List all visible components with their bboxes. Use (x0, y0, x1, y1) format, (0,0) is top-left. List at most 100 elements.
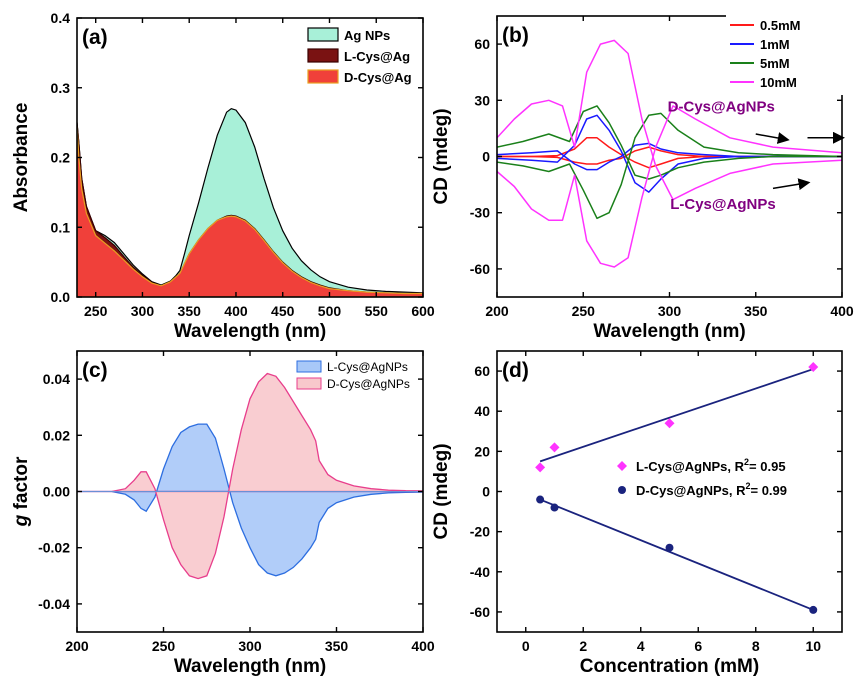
legend-label: L-Cys@AgNPs, R2= 0.95 (636, 457, 786, 474)
legend-swatch (307, 27, 339, 42)
x-tick-label: 200 (485, 303, 509, 319)
legend-label: D-Cys@AgNPs (327, 377, 410, 391)
y-tick-label: -60 (470, 261, 490, 277)
y-tick-label: 30 (474, 92, 490, 108)
point-circle (665, 543, 674, 552)
y-tick-label: 60 (474, 36, 490, 52)
y-tick-label: 20 (474, 443, 490, 459)
fit-line (539, 498, 814, 611)
y-axis-label: CD (mdeg) (431, 443, 452, 539)
area-l-cys-agnps (77, 423, 423, 577)
point-circle (809, 605, 818, 614)
arrow (772, 178, 811, 191)
y-axis-label: Absorbance (11, 103, 32, 213)
line-d-5mM (497, 105, 842, 180)
x-tick-label: 300 (238, 638, 262, 654)
x-tick-label: 0 (522, 638, 530, 654)
y-tick-label: 0.0 (51, 289, 71, 305)
x-tick-label: 250 (152, 638, 176, 654)
x-tick-label: 250 (572, 303, 596, 319)
legend-label: 10mM (760, 75, 797, 90)
legend-marker (617, 461, 627, 471)
line-l-10mM (497, 105, 842, 268)
legend-swatch (296, 360, 322, 373)
annotation: D-Cys@AgNPs (668, 99, 775, 116)
x-tick-label: 350 (325, 638, 349, 654)
legend-label: Ag NPs (344, 28, 390, 43)
y-tick-label: 0.1 (51, 219, 71, 235)
point-circle (536, 495, 545, 504)
x-tick-label: 400 (224, 303, 248, 319)
annotation: L-Cys@AgNPs (670, 196, 775, 213)
area-d-cys-agnps (77, 372, 423, 580)
x-tick-label: 600 (411, 303, 435, 319)
legend-label: 1mM (760, 37, 790, 52)
point-circle (550, 503, 559, 512)
x-tick-label: 2 (579, 638, 587, 654)
panel-label: (b) (502, 24, 529, 47)
x-tick-label: 400 (411, 638, 435, 654)
x-tick-label: 400 (830, 303, 854, 319)
legend-swatch (307, 69, 339, 84)
panel-label: (a) (82, 26, 108, 49)
x-tick-label: 350 (178, 303, 202, 319)
point-diamond (549, 442, 560, 453)
x-tick-label: 300 (658, 303, 682, 319)
legend-label: 5mM (760, 56, 790, 71)
line-l-5mM (497, 112, 842, 220)
line-l-1mM (497, 142, 842, 171)
x-axis-label: Wavelength (nm) (174, 321, 326, 342)
panel-b: 200 250 300 350 400 -60 -30 0 30 60 Wavelength (nm… (431, 13, 854, 342)
x-axis-label: Concentration (mM) (580, 656, 759, 677)
panel-d: 0 2 4 6 8 10 -60 -40 -20 0 20 40 60 Concentration (mM… (431, 350, 843, 677)
point-diamond (664, 418, 675, 429)
y-tick-label: -60 (470, 604, 490, 620)
legend-sup: 2 (744, 457, 749, 467)
panel-label: (d) (502, 359, 529, 382)
y-axis-label: CD (mdeg) (431, 108, 452, 204)
line-d-10mM (497, 39, 842, 201)
y-tick-label: -0.02 (38, 540, 70, 556)
x-tick-label: 550 (365, 303, 389, 319)
x-tick-label: 10 (805, 638, 821, 654)
x-axis-label: Wavelength (nm) (593, 321, 745, 342)
area-d-cys-ag (77, 126, 423, 297)
y-tick-label: -20 (470, 524, 490, 540)
x-tick-label: 200 (65, 638, 89, 654)
y-tick-label: -40 (470, 564, 490, 580)
legend-label: D-Cys@AgNPs, R2= 0.99 (636, 481, 787, 498)
x-tick-label: 8 (752, 638, 760, 654)
legend-r2: = 0.99 (751, 483, 788, 498)
legend-label: D-Cys@Ag (344, 70, 412, 85)
y-tick-label: 0.00 (43, 484, 70, 500)
legend-label: L-Cys@AgNPs (327, 360, 408, 374)
panel-a: 250 300 350 400 450 500 550 600 0.0 0.1 0.2 0.3 0.4 W… (11, 10, 435, 342)
y-tick-label: 0 (482, 149, 490, 165)
point-diamond (808, 362, 819, 373)
y-tick-label: -30 (470, 205, 490, 221)
x-tick-label: 500 (318, 303, 342, 319)
panel-c: 200 250 300 350 400 -0.04 -0.02 0.00 0.02 0.04 Wav… (11, 350, 435, 677)
x-tick-label: 300 (131, 303, 155, 319)
x-tick-label: 4 (637, 638, 645, 654)
point-diamond (535, 462, 546, 473)
area-ag-nps (77, 108, 423, 297)
y-axis-label: g factor (11, 456, 32, 527)
legend-name: L-Cys@AgNPs, R (636, 459, 745, 474)
legend-swatch (307, 48, 339, 63)
fit-line (539, 368, 814, 463)
plot-area-a (77, 108, 423, 297)
y-tick-label: 0.2 (51, 150, 71, 166)
y-axis-label-italic: g (11, 514, 32, 527)
legend-name: D-Cys@AgNPs, R (636, 483, 746, 498)
x-tick-label: 6 (694, 638, 702, 654)
panel-label: (c) (82, 359, 108, 382)
plot-area-b (497, 39, 842, 268)
y-tick-label: 0.4 (51, 10, 71, 26)
y-tick-label: 0 (482, 484, 490, 500)
line-d-1mM (497, 114, 842, 193)
y-axis-label-rest: factor (11, 456, 32, 515)
legend-swatch (296, 377, 322, 390)
y-tick-label: 0.04 (43, 371, 70, 387)
